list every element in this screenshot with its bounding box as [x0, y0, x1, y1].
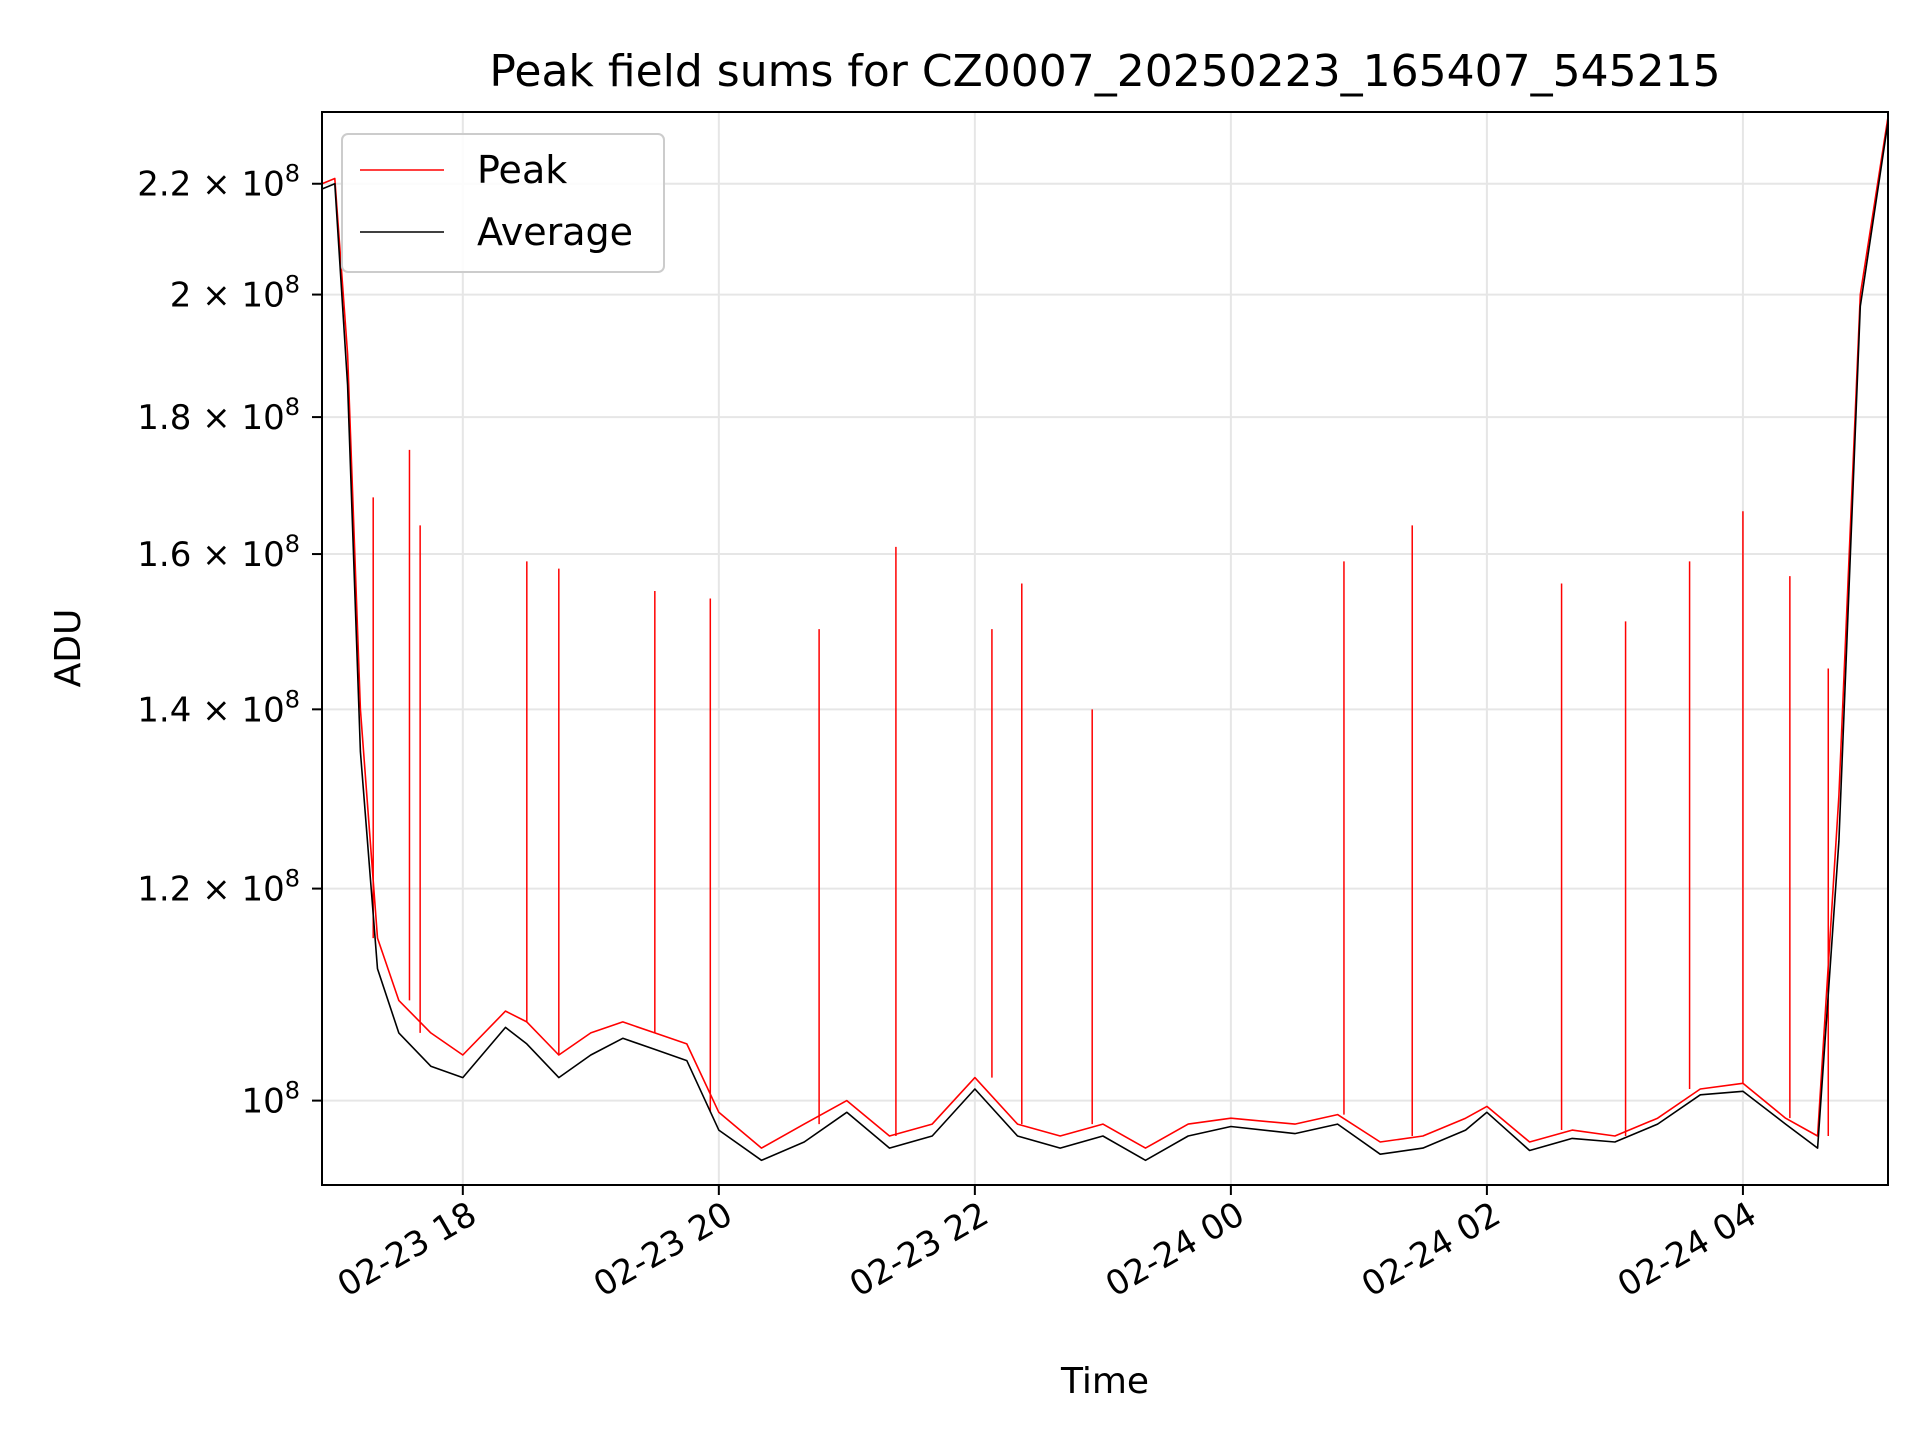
- y-tick-label: 1.2 × 108: [137, 865, 300, 910]
- y-axis-label: ADU: [48, 609, 89, 688]
- legend: Peak Average: [341, 133, 665, 273]
- y-ticks: 108 1.2 × 108 1.4 × 108 1.6 × 108 1.8 × 108 2…: [137, 160, 322, 1122]
- series-layer: [322, 116, 1888, 1162]
- y-tick-label: 2 × 108: [170, 271, 300, 316]
- x-axis-label: Time: [1060, 1361, 1149, 1402]
- y-tick-label: 2.2 × 108: [137, 160, 300, 205]
- y-tick-label: 1.6 × 108: [137, 530, 300, 575]
- legend-box: [341, 133, 665, 273]
- y-tick-label: 1.4 × 108: [137, 685, 300, 730]
- legend-label-peak: Peak: [477, 148, 567, 192]
- y-tick-label: 108: [241, 1077, 300, 1122]
- chart-title: Peak field sums for CZ0007_20250223_1654…: [489, 46, 1720, 97]
- plot-frame: [321, 111, 1889, 1186]
- legend-label-average: Average: [477, 210, 633, 254]
- series-line-peak: [322, 116, 1888, 1149]
- grid: [322, 112, 1888, 1185]
- series-group: [322, 116, 1888, 1162]
- y-tick-label: 1.8 × 108: [137, 393, 300, 438]
- series-line-average: [322, 121, 1888, 1162]
